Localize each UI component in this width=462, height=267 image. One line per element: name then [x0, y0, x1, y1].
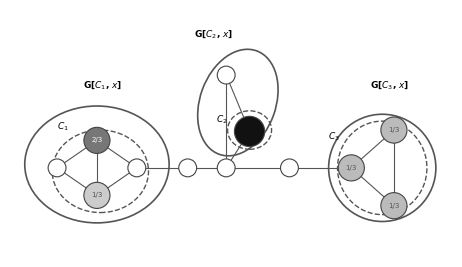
Circle shape [338, 155, 365, 181]
Text: G[$C_1$, $x$]: G[$C_1$, $x$] [83, 79, 122, 91]
Circle shape [84, 127, 110, 154]
Circle shape [381, 193, 407, 219]
Circle shape [84, 182, 110, 209]
Text: 1/3: 1/3 [346, 165, 357, 171]
Text: $C_3$: $C_3$ [328, 131, 340, 143]
Circle shape [217, 159, 235, 177]
Text: 1/3: 1/3 [388, 127, 400, 133]
Text: 1/3: 1/3 [388, 203, 400, 209]
Circle shape [280, 159, 298, 177]
Text: $C_1$: $C_1$ [57, 120, 68, 133]
Text: G[$C_3$, $x$]: G[$C_3$, $x$] [371, 79, 410, 91]
Circle shape [179, 159, 197, 177]
Circle shape [217, 66, 235, 84]
Circle shape [381, 117, 407, 143]
Text: 2/3: 2/3 [91, 138, 103, 143]
Circle shape [128, 159, 146, 177]
Circle shape [234, 116, 265, 147]
Text: G[$C_2$, $x$]: G[$C_2$, $x$] [194, 28, 233, 40]
Circle shape [48, 159, 66, 177]
Text: $C_2$: $C_2$ [216, 113, 228, 126]
Text: 1/3: 1/3 [91, 192, 103, 198]
